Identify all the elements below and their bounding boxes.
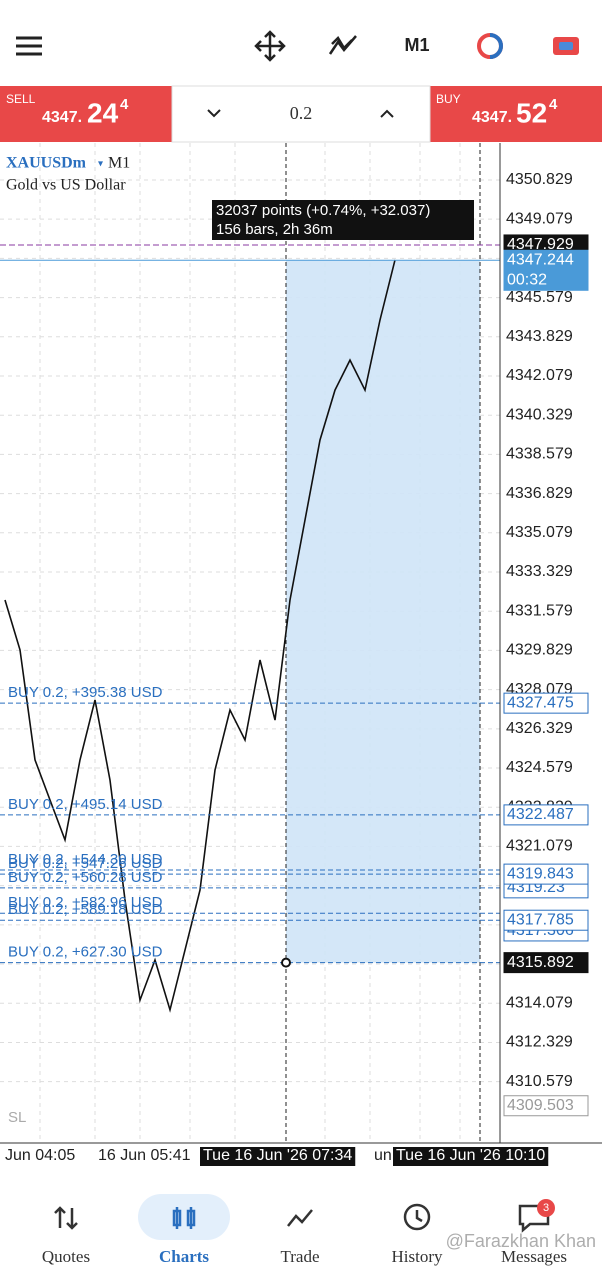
buy-button[interactable] bbox=[430, 86, 602, 142]
position-label: BUY 0.2, +582.96 USD bbox=[8, 894, 163, 911]
trade-icon-inner bbox=[559, 42, 573, 50]
price-label: 4317.785 bbox=[507, 911, 574, 928]
crosshair-icon[interactable] bbox=[254, 30, 286, 62]
sell-button[interactable] bbox=[0, 86, 172, 142]
price-label-box bbox=[503, 952, 589, 974]
price-label: 4315.892 bbox=[507, 954, 574, 971]
volume-value[interactable]: 0.2 bbox=[290, 103, 313, 123]
y-tick-label: 4350.829 bbox=[506, 171, 573, 188]
active-tab-highlight bbox=[138, 1194, 230, 1240]
price-label-box bbox=[503, 249, 589, 291]
history-hands bbox=[415, 1210, 423, 1223]
time-label: un bbox=[374, 1147, 392, 1164]
price-label: 4319.843 bbox=[507, 865, 574, 882]
price-label: 4347.929 bbox=[507, 236, 574, 253]
symbol-arrow: ▾ bbox=[98, 159, 103, 170]
time-label-box bbox=[393, 1147, 549, 1166]
buy-label: BUY bbox=[436, 92, 461, 106]
sell-label: SELL bbox=[6, 92, 36, 106]
price-label-box bbox=[503, 1095, 589, 1117]
time-label: 16 Jun 05:41 bbox=[98, 1147, 191, 1164]
y-tick-label: 4336.829 bbox=[506, 485, 573, 502]
position-label: BUY 0.2, +560.28 USD bbox=[8, 869, 163, 886]
y-tick-label: 4321.079 bbox=[506, 838, 573, 855]
measure-line2: 156 bars, 2h 36m bbox=[216, 221, 333, 238]
y-tick-label: 4314.079 bbox=[506, 994, 573, 1011]
chart-timeframe: M1 bbox=[108, 155, 130, 172]
time-label: Tue 16 Jun '26 07:34 bbox=[203, 1147, 352, 1164]
y-tick-label: 4335.079 bbox=[506, 524, 573, 541]
menu-icon[interactable] bbox=[16, 36, 42, 56]
objects-icon-half bbox=[489, 33, 503, 59]
measure-area bbox=[286, 260, 480, 963]
y-tick-label: 4338.579 bbox=[506, 446, 573, 463]
y-tick-label: 4324.579 bbox=[506, 759, 573, 776]
sell-price-prefix: 4347. bbox=[42, 109, 82, 126]
history-icon bbox=[403, 1203, 431, 1231]
buy-price-big: 52 bbox=[516, 97, 547, 128]
price-trace bbox=[4, 259, 396, 1013]
y-tick-label: 4331.579 bbox=[506, 602, 573, 619]
sell-price-big: 24 bbox=[87, 97, 119, 128]
sell-price-small: 4 bbox=[120, 96, 129, 113]
price-label-box bbox=[503, 692, 589, 714]
nav-quotes[interactable]: Quotes bbox=[42, 1247, 90, 1266]
y-tick-label: 4345.579 bbox=[506, 289, 573, 306]
badge bbox=[537, 1199, 555, 1217]
bottom-nav bbox=[0, 1170, 602, 1280]
price-label-box bbox=[503, 863, 589, 885]
time-label-box bbox=[200, 1147, 356, 1166]
measure-start bbox=[281, 957, 291, 968]
watermark: @Farazkhan Khan bbox=[446, 1231, 596, 1251]
sl-label: SL bbox=[8, 1109, 26, 1126]
nav-messages[interactable]: Messages bbox=[501, 1247, 567, 1266]
time-label: Jun 04:05 bbox=[5, 1147, 75, 1164]
nav-trade[interactable]: Trade bbox=[280, 1247, 319, 1266]
position-label: BUY 0.2, +495.14 USD bbox=[8, 796, 163, 813]
position-label: BUY 0.2, +627.30 USD bbox=[8, 944, 163, 961]
y-tick-label: 4326.329 bbox=[506, 720, 573, 737]
toolbar bbox=[16, 30, 579, 62]
charts-icon bbox=[172, 1207, 196, 1229]
position-label: BUY 0.2, +544.30 USD bbox=[8, 851, 163, 868]
price-label-box bbox=[503, 909, 589, 931]
indicator-icon[interactable] bbox=[328, 35, 357, 55]
quotes-icon bbox=[54, 1206, 78, 1230]
price-label: 4347.244 bbox=[507, 252, 574, 269]
nav-history[interactable]: History bbox=[392, 1247, 444, 1266]
price-label: 4309.503 bbox=[507, 1097, 574, 1114]
position-label: BUY 0.2, +547.26 USD bbox=[8, 855, 163, 872]
buy-price-prefix: 4347. bbox=[472, 109, 512, 126]
price-label-extra: 00:32 bbox=[507, 272, 547, 289]
y-tick-label: 4343.829 bbox=[506, 328, 573, 345]
y-tick-label: 4312.329 bbox=[506, 1034, 573, 1051]
measure-box bbox=[212, 200, 474, 240]
position-label: BUY 0.2, +395.38 USD bbox=[8, 684, 163, 701]
chart: 4350.8294349.0794347.3294345.5794343.829… bbox=[0, 143, 589, 1166]
badge-count: 3 bbox=[543, 1202, 549, 1214]
y-tick-label: 4349.079 bbox=[506, 210, 573, 227]
price-label: 4327.475 bbox=[507, 694, 574, 711]
y-tick-label: 4333.329 bbox=[506, 563, 573, 580]
measure-line1: 32037 points (+0.74%, +32.037) bbox=[216, 202, 430, 219]
trade-nav-icon bbox=[287, 1209, 313, 1227]
buy-price-small: 4 bbox=[549, 96, 558, 113]
price-label-box bbox=[503, 804, 589, 826]
timeframe-button[interactable]: M1 bbox=[404, 35, 429, 55]
symbol[interactable]: XAUUSDm bbox=[6, 155, 87, 172]
y-tick-label: 4329.829 bbox=[506, 642, 573, 659]
position-label: BUY 0.2, +589.18 USD bbox=[8, 901, 163, 918]
y-tick-label: 4342.079 bbox=[506, 367, 573, 384]
volume-arrows[interactable] bbox=[207, 109, 394, 118]
time-label: Tue 16 Jun '26 10:10 bbox=[396, 1147, 545, 1164]
y-tick-label: 4310.579 bbox=[506, 1073, 573, 1090]
symbol-description: Gold vs US Dollar bbox=[6, 177, 126, 194]
nav-charts[interactable]: Charts bbox=[159, 1247, 209, 1266]
y-tick-label: 4340.329 bbox=[506, 406, 573, 423]
price-label: 4322.487 bbox=[507, 806, 574, 823]
